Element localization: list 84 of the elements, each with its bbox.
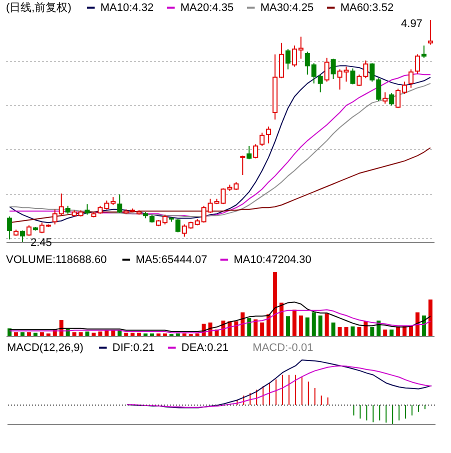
legend-label: DIF:0.21 [112, 342, 155, 354]
bar [350, 326, 355, 336]
bar [72, 332, 76, 336]
bar [14, 332, 18, 336]
bar [344, 327, 348, 336]
bar [357, 327, 362, 336]
bar [415, 312, 420, 336]
legend-label: MA5:65444.07 [136, 254, 208, 266]
bar [111, 330, 116, 336]
bar [247, 318, 252, 336]
chart-title: VOLUME:118688.60 [6, 254, 107, 266]
candlestick [428, 20, 433, 46]
candlestick [389, 92, 394, 106]
candlestick [175, 218, 180, 233]
bar [254, 319, 258, 336]
bar [92, 332, 96, 336]
bar [85, 332, 90, 336]
bar [331, 322, 336, 336]
bar [286, 316, 290, 336]
legend-label: MA10:47204.30 [234, 254, 312, 266]
bar [266, 314, 271, 336]
bar [162, 333, 167, 336]
candlestick [253, 144, 258, 159]
bar [298, 316, 303, 336]
bar [33, 332, 38, 336]
legend-label: MA30:4.25 [260, 2, 314, 14]
legend-label: MA20:4.35 [180, 2, 234, 14]
bar [273, 272, 278, 336]
bar [150, 333, 154, 336]
candlestick [26, 224, 32, 236]
bar [370, 327, 374, 336]
bar [40, 332, 44, 336]
candlestick [246, 145, 252, 160]
candlestick [330, 58, 336, 80]
legend-label: MA10:4.32 [100, 2, 154, 14]
bar [130, 332, 135, 336]
bar [364, 321, 368, 336]
candlestick [20, 230, 26, 242]
annotation: 4.97 [401, 18, 422, 30]
candlestick [117, 194, 122, 214]
candlestick [382, 92, 388, 104]
candlestick [240, 155, 246, 176]
annotation: 2.45 [30, 237, 52, 249]
bar [124, 332, 128, 336]
bar [176, 333, 180, 336]
bar [104, 330, 109, 336]
bar [156, 333, 160, 336]
chart-title: MACD(12,26,9) [7, 342, 84, 354]
candlestick [414, 54, 420, 74]
bar [318, 316, 322, 336]
candlestick [421, 45, 426, 58]
legend-label: MA60:3.52 [340, 2, 394, 14]
candlestick [350, 68, 356, 85]
bar [234, 321, 238, 336]
bar [338, 327, 342, 336]
bar [383, 330, 388, 336]
bar [144, 333, 148, 336]
bar [137, 332, 142, 336]
candlestick [324, 57, 330, 82]
candlestick [7, 216, 12, 240]
bar [428, 300, 432, 336]
candlestick [260, 132, 265, 146]
bar [260, 322, 264, 336]
bar [292, 310, 296, 336]
bar [390, 330, 394, 336]
bar [312, 312, 316, 336]
bar [98, 332, 102, 336]
bar [26, 332, 31, 336]
chart-title: (日线,前复权) [6, 1, 72, 14]
bar [305, 317, 310, 336]
bar [240, 312, 245, 336]
candlestick [285, 48, 290, 70]
candlestick [84, 204, 90, 216]
candlestick [408, 68, 414, 88]
bar [280, 302, 284, 336]
bar [78, 332, 83, 336]
text: MACD:-0.01 [252, 342, 314, 354]
bar [195, 333, 200, 336]
legend-label: DEA:0.21 [181, 342, 229, 354]
candlestick [266, 126, 272, 144]
bar [182, 333, 186, 336]
bar [46, 333, 50, 336]
bar [324, 314, 329, 336]
bar [20, 332, 25, 336]
